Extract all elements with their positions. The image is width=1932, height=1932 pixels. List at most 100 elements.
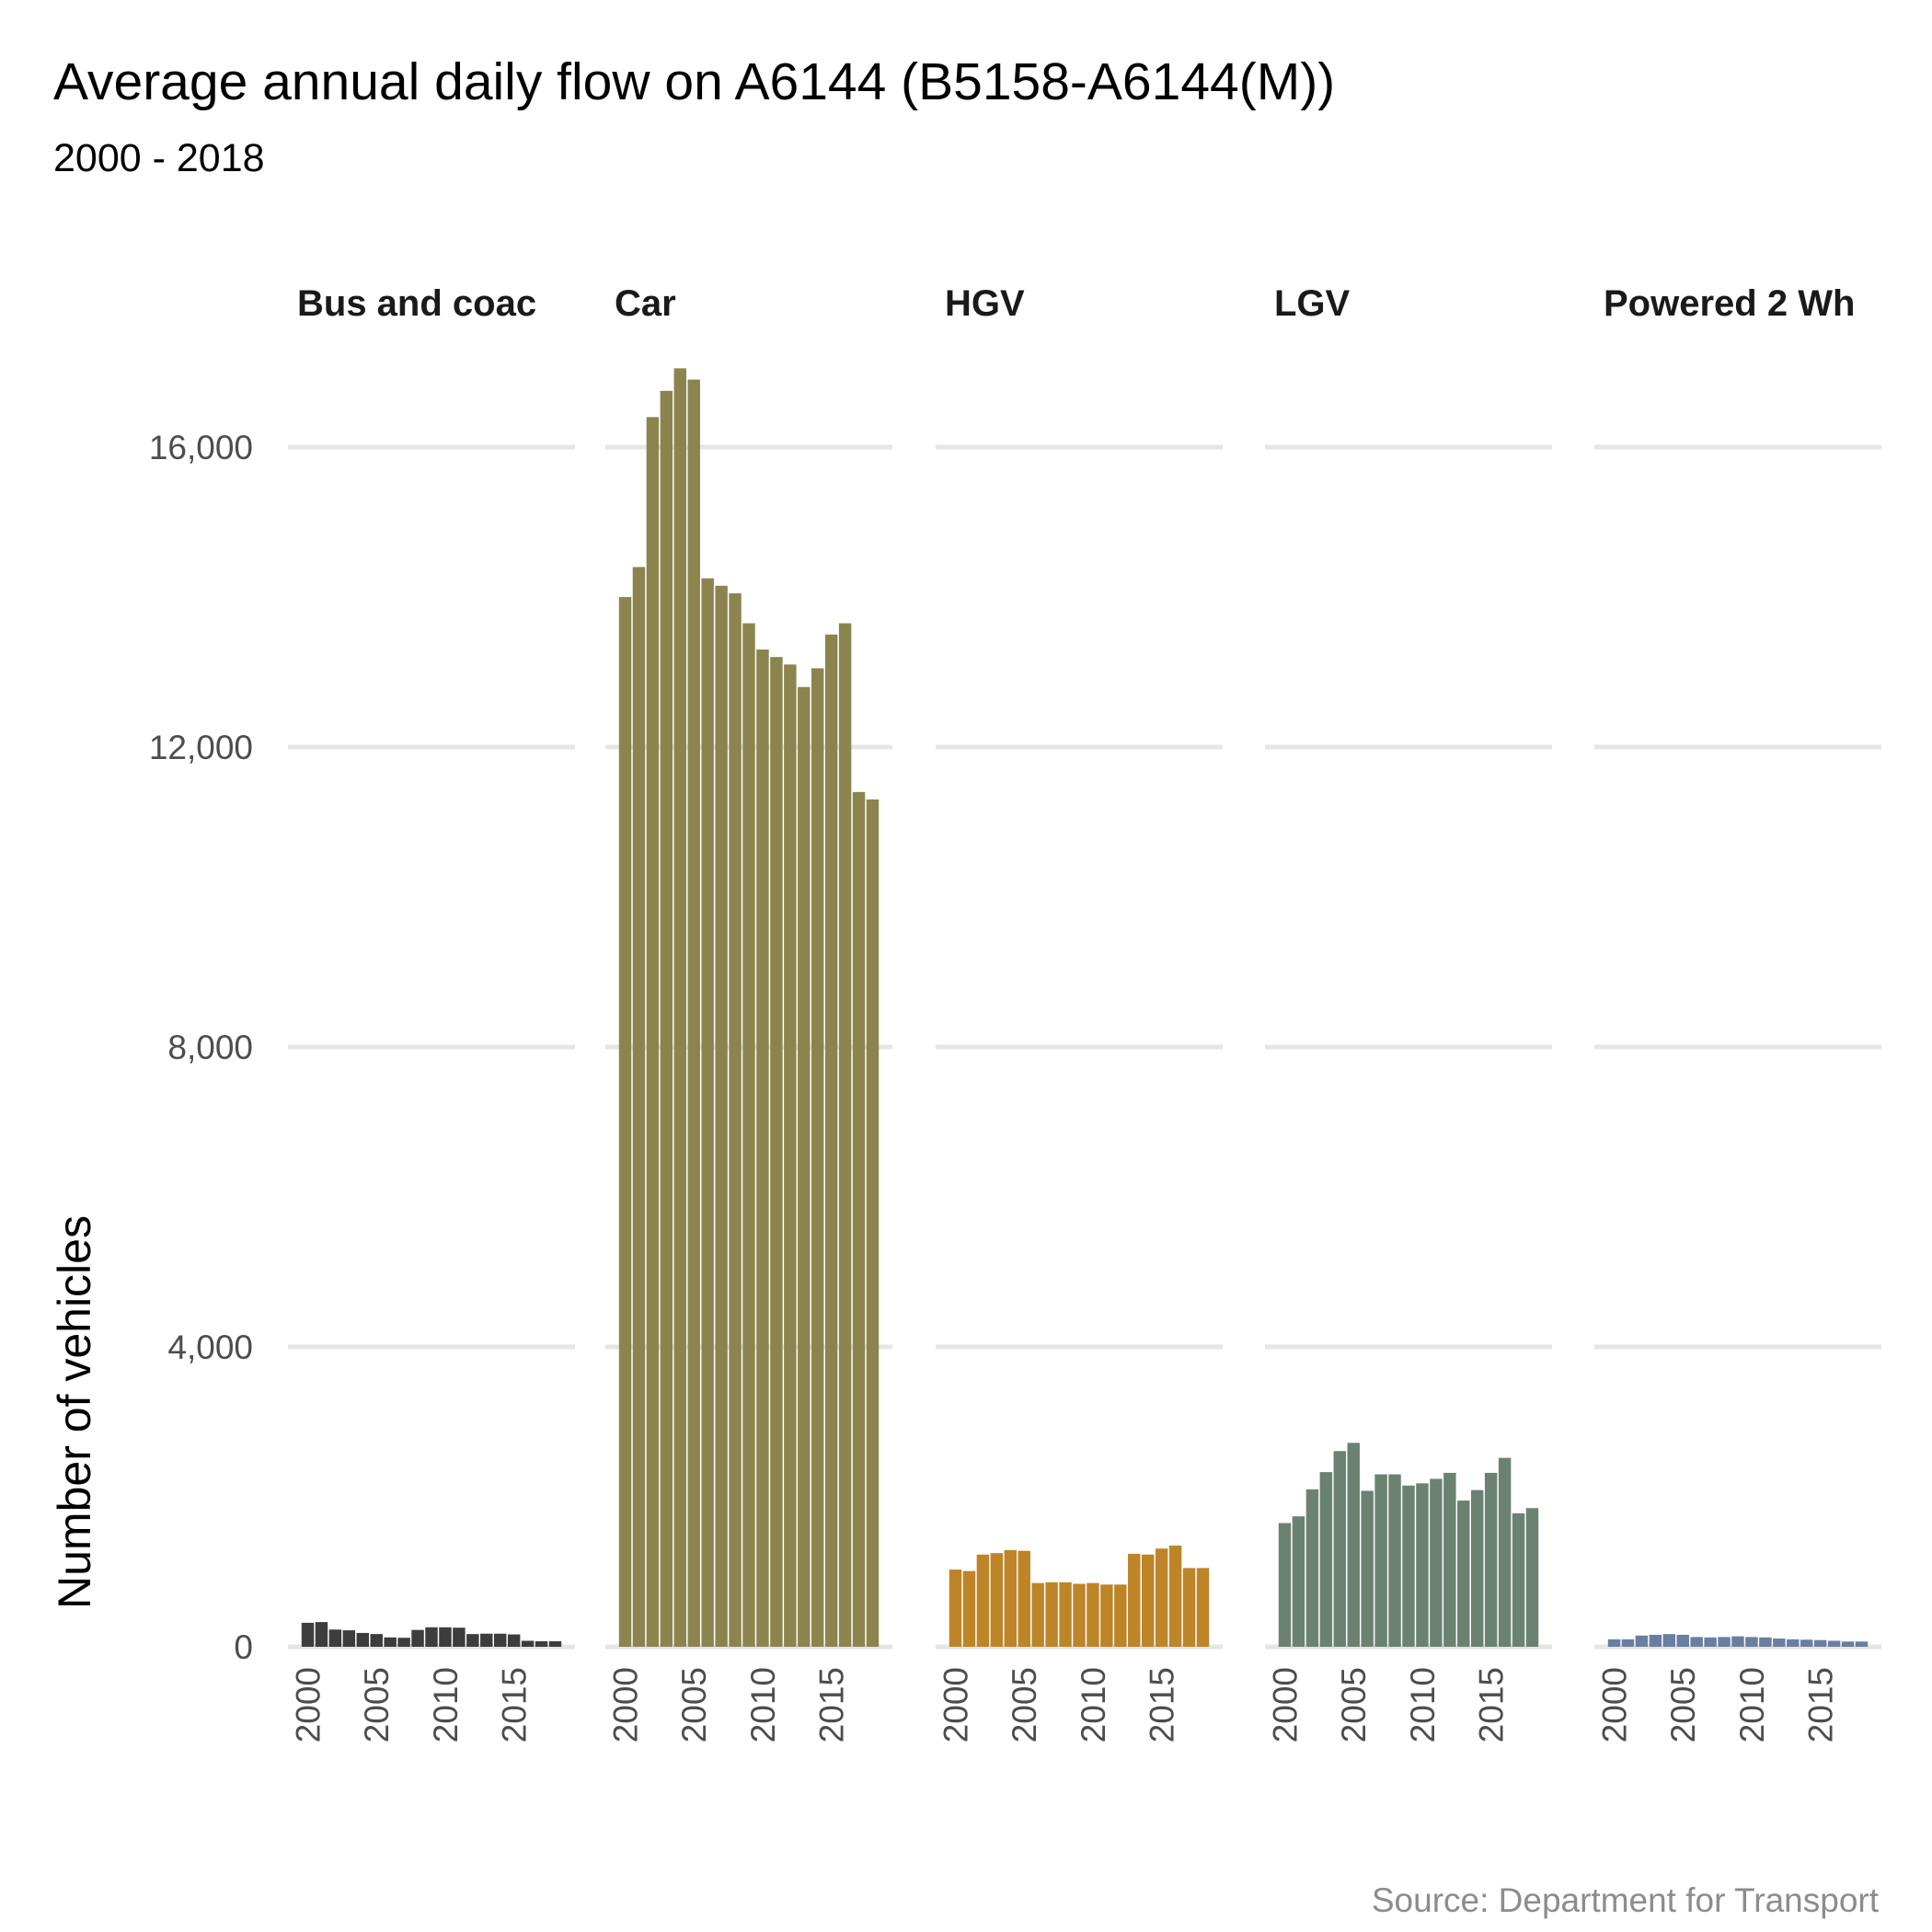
bar-hgv-2000 [949, 1570, 962, 1647]
bar-car-2000 [618, 596, 632, 1648]
bar-lgv-2003 [1319, 1472, 1333, 1647]
bar-car-2002 [646, 417, 660, 1648]
chart-subtitle: 2000 - 2018 [53, 136, 265, 180]
bar-powered-2-wh-2008 [1718, 1637, 1731, 1647]
y-tick-label: 8,000 [167, 1029, 253, 1066]
bar-powered-2-wh-2016 [1827, 1640, 1841, 1647]
bar-car-2013 [798, 686, 811, 1647]
bar-lgv-2017 [1512, 1512, 1525, 1647]
panel-hgv: HGV 2000 2005 2010 2015 [936, 283, 1223, 1742]
bar-hgv-2018 [1196, 1568, 1210, 1647]
x-tick-label: 2000 [607, 1667, 645, 1742]
bar-hgv-2017 [1182, 1568, 1196, 1647]
y-axis-label: Number of vehicles [49, 1215, 100, 1609]
x-tick-label: 2005 [358, 1667, 396, 1742]
bar-lgv-2010 [1416, 1483, 1429, 1647]
bar-car-2008 [729, 592, 742, 1647]
bar-bus-and-coac-2006 [384, 1637, 397, 1647]
bar-car-2011 [770, 657, 783, 1648]
x-tick-label: 2000 [937, 1667, 975, 1742]
bar-lgv-2006 [1361, 1490, 1374, 1647]
bar-car-2012 [784, 664, 797, 1647]
bar-bus-and-coac-2007 [397, 1638, 410, 1647]
bar-car-2007 [715, 585, 728, 1647]
x-tick-label: 2010 [1733, 1667, 1771, 1742]
bar-hgv-2012 [1114, 1584, 1127, 1647]
panel-title: Powered 2 Wh [1604, 283, 1855, 324]
x-tick-label: 2000 [1267, 1667, 1305, 1742]
x-tick-label: 2015 [1144, 1667, 1181, 1742]
bar-bus-and-coac-2004 [356, 1632, 370, 1647]
bar-bus-and-coac-2013 [480, 1633, 493, 1647]
bar-lgv-2005 [1347, 1443, 1360, 1647]
panel-title: Bus and coac [297, 283, 536, 324]
bar-powered-2-wh-2013 [1787, 1639, 1800, 1647]
bar-powered-2-wh-2017 [1841, 1641, 1855, 1647]
bar-lgv-2004 [1333, 1451, 1347, 1647]
bar-hgv-2008 [1059, 1581, 1072, 1647]
bar-powered-2-wh-2002 [1635, 1635, 1649, 1647]
panel-title: HGV [945, 283, 1025, 324]
panel-powered-2-wh: Powered 2 Wh 2000 2005 2010 2015 [1594, 283, 1881, 1742]
x-tick-label: 2005 [1335, 1667, 1373, 1742]
bar-lgv-2009 [1402, 1485, 1415, 1647]
y-tick-label: 0 [234, 1628, 253, 1666]
x-tick-label: 2010 [1404, 1667, 1442, 1742]
bar-powered-2-wh-2018 [1855, 1641, 1869, 1647]
bar-bus-and-coac-2014 [493, 1633, 507, 1647]
bar-powered-2-wh-2001 [1621, 1639, 1635, 1647]
bar-powered-2-wh-2009 [1731, 1636, 1744, 1647]
bar-powered-2-wh-2006 [1690, 1637, 1703, 1647]
bar-bus-and-coac-2008 [411, 1629, 424, 1647]
bar-hgv-2002 [976, 1554, 990, 1647]
bar-lgv-2016 [1498, 1457, 1512, 1647]
x-tick-label: 2005 [1006, 1667, 1043, 1742]
y-tick-label: 12,000 [149, 729, 253, 766]
bar-hgv-2007 [1045, 1581, 1058, 1647]
bar-hgv-2015 [1155, 1548, 1168, 1647]
bar-powered-2-wh-2000 [1607, 1639, 1621, 1647]
bar-car-2009 [742, 623, 755, 1647]
bar-powered-2-wh-2014 [1800, 1639, 1813, 1647]
bar-lgv-2007 [1374, 1474, 1387, 1647]
facet-panels: Bus and coac 2000 2005 2010 2015 Car 2000 2005 2… [288, 283, 1881, 1742]
x-tick-label: 2010 [744, 1667, 782, 1742]
bar-hgv-2011 [1100, 1584, 1113, 1647]
bar-hgv-2009 [1073, 1583, 1086, 1647]
x-tick-label: 2015 [813, 1667, 851, 1742]
bar-bus-and-coac-2010 [439, 1627, 452, 1647]
x-tick-label: 2000 [290, 1667, 328, 1742]
bar-lgv-2013 [1457, 1501, 1470, 1647]
x-tick-label: 2005 [675, 1667, 713, 1742]
panel-car: Car 2000 2005 2010 2015 [605, 283, 892, 1742]
bar-bus-and-coac-2009 [425, 1627, 438, 1647]
bar-hgv-2005 [1018, 1550, 1030, 1647]
panel-lgv: LGV 2000 2005 2010 2015 [1265, 283, 1552, 1742]
bar-powered-2-wh-2004 [1662, 1634, 1676, 1647]
x-tick-label: 2015 [1473, 1667, 1511, 1742]
chart-caption: Source: Department for Transport [1372, 1881, 1880, 1919]
bar-powered-2-wh-2007 [1704, 1637, 1717, 1647]
bar-lgv-2018 [1525, 1508, 1539, 1647]
bar-hgv-2013 [1128, 1553, 1141, 1647]
bar-lgv-2014 [1470, 1489, 1484, 1647]
bar-hgv-2014 [1141, 1554, 1155, 1647]
bar-car-2006 [701, 578, 714, 1647]
bar-car-2014 [811, 668, 824, 1647]
bar-powered-2-wh-2005 [1676, 1634, 1689, 1647]
bar-car-2004 [673, 368, 687, 1647]
bar-lgv-2012 [1443, 1472, 1456, 1647]
bar-bus-and-coac-2016 [521, 1640, 535, 1647]
bar-lgv-2008 [1388, 1474, 1401, 1647]
y-tick-label: 4,000 [167, 1328, 253, 1366]
bar-bus-and-coac-2000 [301, 1622, 315, 1647]
bar-powered-2-wh-2015 [1813, 1639, 1827, 1647]
bar-bus-and-coac-2017 [535, 1640, 548, 1647]
bar-car-2018 [866, 799, 880, 1647]
bar-lgv-2015 [1484, 1472, 1498, 1647]
bar-bus-and-coac-2015 [507, 1634, 521, 1647]
y-tick-label: 16,000 [149, 429, 253, 466]
bar-lgv-2011 [1430, 1478, 1443, 1647]
